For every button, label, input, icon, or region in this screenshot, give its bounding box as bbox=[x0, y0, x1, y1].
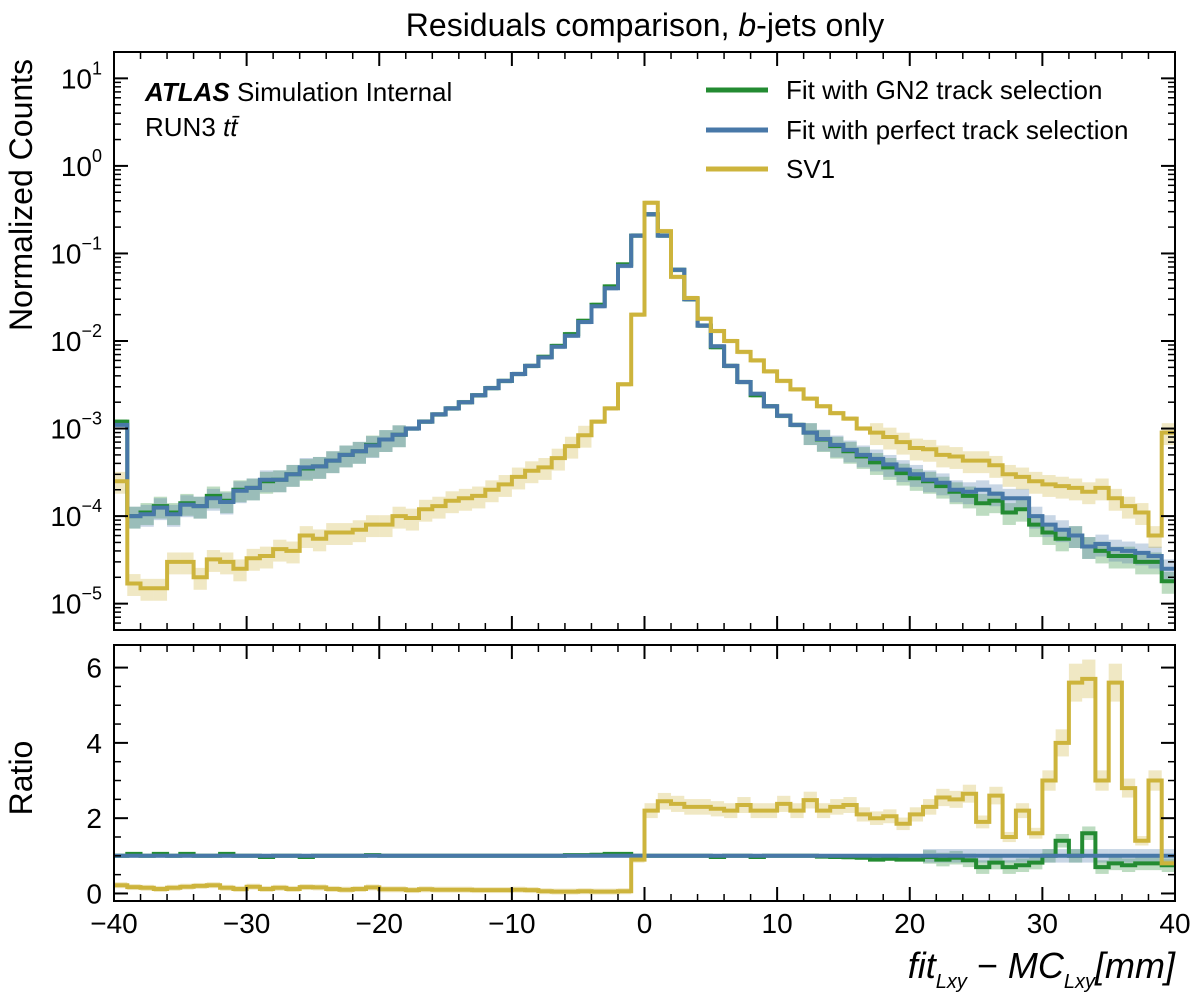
y-tick-label: 100 bbox=[61, 146, 102, 182]
title-pre: Residuals comparison, bbox=[406, 7, 739, 43]
y-tick-label: 10−2 bbox=[50, 321, 102, 357]
x-tick-label: −10 bbox=[488, 908, 536, 939]
top-panel-frame bbox=[113, 51, 1176, 631]
xlabel: fitLxy − MCLxy[mm] bbox=[908, 945, 1176, 993]
sample-pre: RUN3 bbox=[145, 112, 223, 142]
y-tick-label: 10−1 bbox=[50, 233, 102, 269]
atlas-bold: ATLAS bbox=[144, 77, 230, 107]
y-tick-label: 10−4 bbox=[50, 496, 102, 532]
legend-label-gn2: Fit with GN2 track selection bbox=[786, 75, 1102, 105]
xlabel-b-sub: Lxy bbox=[1064, 971, 1096, 993]
ratio-y-tick-label: 6 bbox=[86, 653, 102, 684]
ratio-line-sv1 bbox=[114, 676, 1175, 894]
top-ylabel: Normalized Counts bbox=[3, 59, 39, 331]
x-tick-label: 10 bbox=[762, 908, 793, 939]
top-panel-data bbox=[114, 200, 1175, 601]
x-tick-label: −20 bbox=[356, 908, 404, 939]
title-italic: b bbox=[738, 7, 756, 43]
ratio-ylabel: Ratio bbox=[3, 741, 39, 816]
legend-label-sv1: SV1 bbox=[786, 154, 835, 184]
legend-label-perfect: Fit with perfect track selection bbox=[786, 115, 1128, 145]
xlabel-mid: − bbox=[967, 945, 1008, 986]
ratio-panel-data bbox=[114, 659, 1175, 895]
y-tick-label: 101 bbox=[61, 58, 102, 94]
axes: −40 −30 −20 −10 0 10 20 30 4010−510−410−310−210−… bbox=[50, 51, 1191, 939]
y-tick-label: 10−3 bbox=[50, 409, 102, 445]
title-post: -jets only bbox=[756, 7, 884, 43]
ratio-panel-frame bbox=[113, 644, 1176, 902]
x-tick-label: 30 bbox=[1027, 908, 1058, 939]
ratio-y-tick-label: 0 bbox=[86, 878, 102, 909]
legend: Fit with GN2 track selection Fit with pe… bbox=[706, 75, 1128, 184]
xlabel-a-sub: Lxy bbox=[936, 971, 968, 993]
x-tick-label: −30 bbox=[223, 908, 271, 939]
ratio-y-tick-label: 4 bbox=[86, 728, 102, 759]
series-line-sv1 bbox=[114, 200, 1175, 591]
chart-title: Residuals comparison, b-jets only bbox=[406, 7, 884, 43]
sample-math: tt̄ bbox=[223, 112, 240, 142]
atlas-label: ATLAS Simulation Internal bbox=[144, 77, 452, 107]
x-tick-label: 0 bbox=[637, 908, 653, 939]
x-tick-label: 20 bbox=[894, 908, 925, 939]
ratio-y-tick-label: 2 bbox=[86, 803, 102, 834]
xlabel-a: fit bbox=[908, 945, 938, 986]
xlabel-b: MC bbox=[1008, 945, 1065, 986]
atlas-text: Simulation Internal bbox=[230, 77, 453, 107]
sample-label: RUN3 tt̄ bbox=[145, 112, 240, 142]
xlabel-unit: [mm] bbox=[1094, 945, 1176, 986]
y-tick-label: 10−5 bbox=[50, 584, 102, 620]
x-tick-label: −40 bbox=[90, 908, 138, 939]
x-tick-label: 40 bbox=[1159, 908, 1190, 939]
